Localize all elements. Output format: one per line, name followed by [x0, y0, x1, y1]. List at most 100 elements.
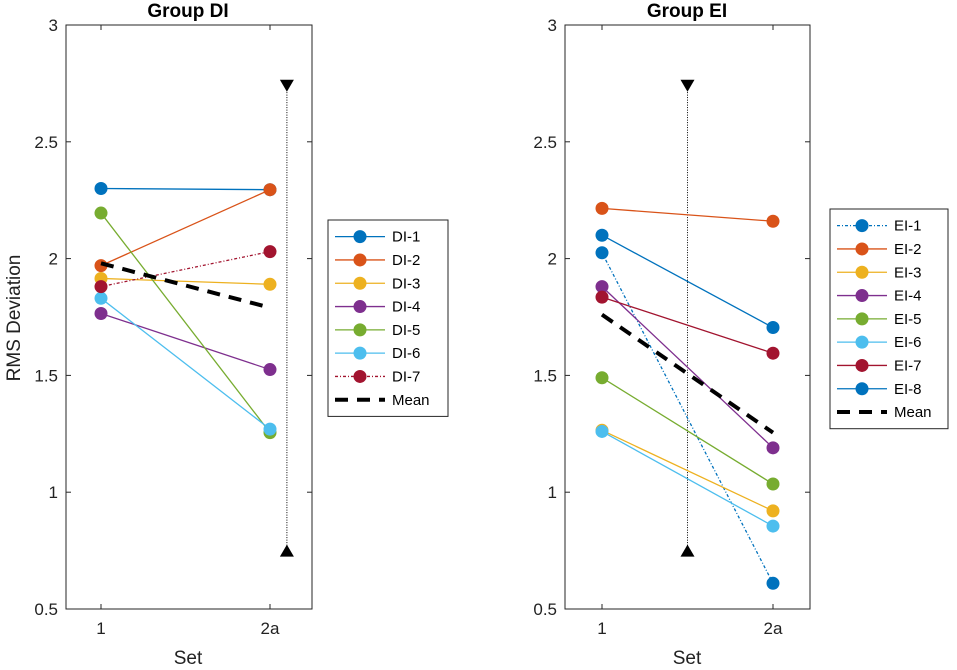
x-axis-label: Set: [174, 648, 203, 669]
legend-label: EI-8: [894, 381, 922, 398]
series-line-ei-3: [601, 429, 774, 512]
y-tick-label: 0.5: [34, 600, 58, 619]
x-tick-label: 2a: [261, 619, 280, 638]
data-point-ei-1-set-1: [595, 246, 609, 260]
series-line-ei-6: [601, 430, 774, 527]
series-line-ei-5: [601, 377, 774, 485]
legend-label: EI-7: [894, 357, 922, 374]
mean-line: [100, 261, 271, 310]
legend: DI-1 DI-2 DI-3 DI-4 DI-5 DI-6 DI-7 Mean: [327, 219, 449, 417]
series-line-ei-4: [601, 286, 774, 449]
panel-title: Group DI: [147, 1, 228, 22]
x-tick-label: 1: [96, 619, 105, 638]
legend-marker-ei-2: [855, 242, 869, 256]
series-line-ei-1: [601, 252, 774, 584]
data-point-ei-5-set-2a: [766, 477, 780, 491]
plot-area: [564, 24, 811, 610]
y-tick-labels: 0.5 1 1.5 2 2.5 3: [34, 16, 58, 619]
series-line-ei-2: [601, 207, 774, 222]
legend-label: EI-4: [894, 288, 922, 305]
data-point-ei-7-set-1: [595, 290, 609, 304]
data-point-di-4-set-2a: [263, 363, 277, 377]
data-point-ei-5-set-1: [595, 371, 609, 385]
legend-marker-ei-6: [855, 335, 869, 349]
data-point-ei-3-set-2a: [766, 504, 780, 518]
data-point-di-3-set-2a: [263, 277, 277, 291]
legend-marker-di-3: [353, 276, 367, 290]
panel-title: Group EI: [647, 1, 727, 22]
y-tick-label: 0.5: [533, 600, 557, 619]
legend-label: EI-5: [894, 311, 922, 328]
y-tick-label: 3: [548, 16, 557, 35]
data-point-ei-8-set-1: [595, 228, 609, 242]
y-tick-label: 1.5: [533, 366, 557, 385]
data-point-ei-4-set-1: [595, 280, 609, 294]
y-tick-label: 1: [49, 483, 58, 502]
series-line-di-6: [100, 297, 271, 430]
data-point-di-7-set-2a: [263, 245, 277, 259]
legend-label: DI-5: [392, 322, 420, 339]
legend-marker-ei-7: [855, 358, 869, 372]
legend-marker-ei-1: [855, 219, 869, 233]
legend-label: DI-1: [392, 229, 420, 246]
legend-marker-di-1: [353, 230, 367, 244]
legend-marker-di-6: [353, 346, 367, 360]
data-point-di-6-set-1: [94, 291, 108, 305]
legend-box: [327, 219, 449, 417]
data-point-di-5-set-1: [94, 206, 108, 220]
y-tick-label: 1: [548, 483, 557, 502]
legend-label: Mean: [894, 404, 932, 421]
x-tick-labels: 1 2a: [597, 619, 783, 638]
data-point-ei-2-set-2a: [766, 214, 780, 228]
data-point-di-6-set-2a: [263, 422, 277, 436]
legend-label: EI-3: [894, 264, 922, 281]
y-tick-label: 2.5: [533, 133, 557, 152]
data-point-ei-6-set-2a: [766, 519, 780, 533]
legend-marker-ei-3: [855, 265, 869, 279]
legend-label: Mean: [392, 392, 430, 409]
series-line-di-5: [100, 212, 271, 434]
legend: EI-1 EI-2 EI-3 EI-4 EI-5 EI-6 EI-7 EI-8 Mean: [829, 208, 949, 430]
range-bar-top-marker: [279, 79, 294, 92]
data-point-di-2-set-2a: [263, 183, 277, 197]
range-bar-bottom-marker: [680, 544, 695, 557]
mean-line: [600, 313, 775, 435]
panel-group-ei: Group EI 0.511.522.53 1 2a Set EI-1EI-2EI…: [533, 1, 949, 669]
legend-marker-di-7: [353, 369, 367, 383]
data-point-ei-1-set-2a: [766, 576, 780, 590]
legend-marker-ei-5: [855, 312, 869, 326]
legend-marker-di-2: [353, 253, 367, 267]
y-tick-label: 2: [548, 250, 557, 269]
data-point-ei-6-set-1: [595, 424, 609, 438]
axes-box: [564, 24, 811, 610]
y-tick-label: 3: [49, 16, 58, 35]
series-line-di-1: [100, 187, 271, 191]
y-tick-labels: 0.5 1 1.5 2 2.5 3: [533, 16, 557, 619]
legend-label: DI-4: [392, 299, 420, 316]
legend-label: DI-2: [392, 252, 420, 269]
data-point-ei-8-set-2a: [766, 321, 780, 335]
series-line-ei-7: [601, 296, 774, 354]
legend-label: EI-2: [894, 241, 922, 258]
data-point-di-1-set-1: [94, 182, 108, 196]
legend-label: EI-1: [894, 218, 922, 235]
legend-marker-ei-4: [855, 289, 869, 303]
legend-label: DI-3: [392, 275, 420, 292]
legend-label: DI-7: [392, 368, 420, 385]
range-bar-bottom-marker: [279, 544, 294, 557]
legend-marker-ei-8: [855, 382, 869, 396]
legend-label: DI-6: [392, 345, 420, 362]
axes-box: [65, 24, 313, 610]
y-tick-label: 2.5: [34, 133, 58, 152]
y-axis-label: RMS Deviation: [4, 255, 25, 382]
series-line-ei-8: [601, 234, 774, 329]
x-tick-label: 1: [597, 619, 606, 638]
data-point-ei-2-set-1: [595, 201, 609, 215]
legend-label: EI-6: [894, 334, 922, 351]
series-line-di-2: [100, 189, 271, 267]
data-point-di-7-set-1: [94, 280, 108, 294]
x-axis-label: Set: [673, 648, 702, 669]
y-tick-label: 1.5: [34, 366, 58, 385]
x-tick-labels: 1 2a: [96, 619, 280, 638]
